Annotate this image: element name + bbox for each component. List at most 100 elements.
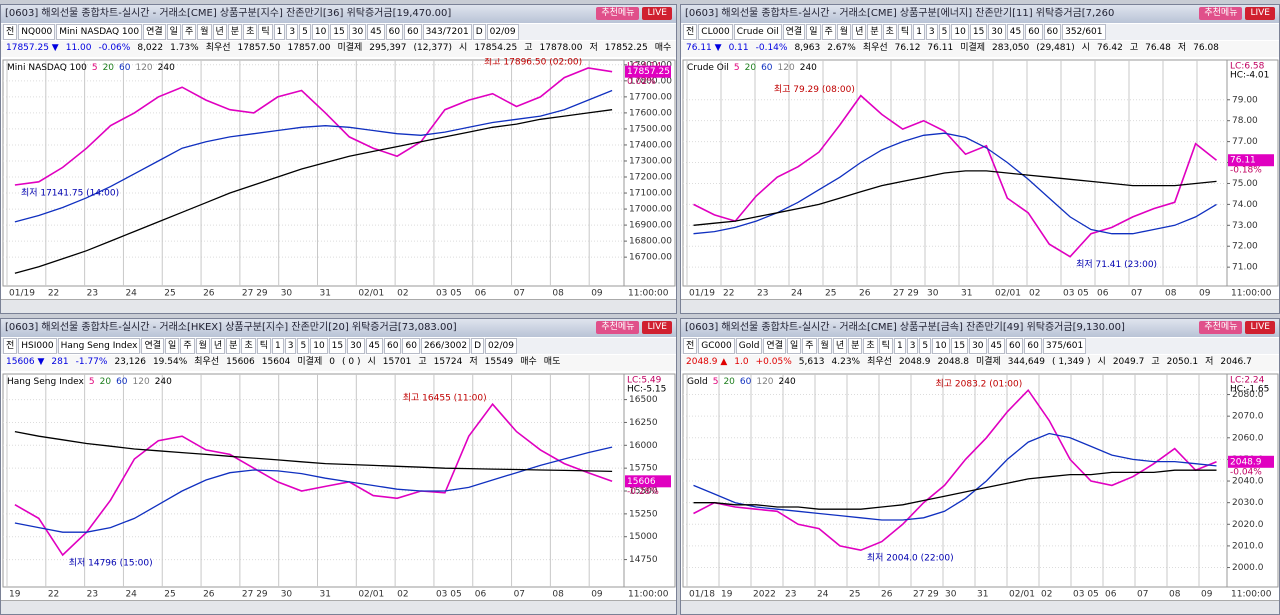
toolbar-item[interactable]: 5 bbox=[297, 338, 310, 354]
toolbar-item[interactable]: 월 bbox=[197, 24, 212, 40]
toolbar-item[interactable]: 343/7201 bbox=[422, 24, 472, 40]
toolbar-item[interactable]: 년 bbox=[832, 338, 848, 354]
toolbar-item[interactable]: 일 bbox=[166, 24, 181, 40]
toolbar-item[interactable]: 1 bbox=[893, 338, 906, 354]
toolbar-item[interactable]: 60 bbox=[1005, 338, 1024, 354]
toolbar-item[interactable]: 년 bbox=[852, 24, 867, 40]
x-tick-label: 06 bbox=[475, 289, 487, 299]
toolbar-item[interactable]: 3 bbox=[906, 338, 919, 354]
menu-button[interactable]: 추천메뉴 bbox=[1199, 7, 1243, 20]
toolbar-item[interactable]: D bbox=[472, 24, 486, 40]
toolbar-item[interactable]: 틱 bbox=[878, 338, 893, 354]
toolbar-item[interactable]: 5 bbox=[938, 24, 951, 40]
toolbar-item[interactable]: 틱 bbox=[897, 24, 913, 40]
live-button[interactable]: LIVE bbox=[642, 321, 672, 334]
menu-button[interactable]: 추천메뉴 bbox=[596, 321, 640, 334]
toolbar-item[interactable]: 분 bbox=[226, 338, 241, 354]
toolbar-item[interactable]: 60 bbox=[384, 338, 402, 354]
toolbar-item[interactable]: GC000 bbox=[698, 338, 735, 354]
toolbar-item[interactable]: 60 bbox=[404, 24, 422, 40]
toolbar-item[interactable]: 년 bbox=[210, 338, 226, 354]
toolbar-item[interactable]: 60 bbox=[402, 338, 420, 354]
toolbar-item[interactable]: 3 bbox=[284, 338, 297, 354]
toolbar-item[interactable]: 1 bbox=[913, 24, 925, 40]
legend: Hang Seng Index 5 20 60 120 240 bbox=[7, 377, 172, 387]
toolbar-item[interactable]: 10 bbox=[310, 338, 328, 354]
toolbar-item[interactable]: 주 bbox=[802, 338, 817, 354]
toolbar-item[interactable]: Mini NASDAQ 100 bbox=[56, 24, 143, 40]
toolbar-item[interactable]: 45 bbox=[367, 24, 385, 40]
toolbar-item[interactable]: 30 bbox=[988, 24, 1006, 40]
toolbar-item[interactable]: 전 bbox=[683, 338, 698, 354]
toolbar-item[interactable]: 연결 bbox=[143, 24, 166, 40]
toolbar-item[interactable]: 15 bbox=[328, 338, 347, 354]
toolbar-item[interactable]: D bbox=[471, 338, 484, 354]
toolbar-item[interactable]: 일 bbox=[786, 338, 802, 354]
toolbar-item[interactable]: 10 bbox=[932, 338, 950, 354]
toolbar-item[interactable]: 틱 bbox=[258, 24, 273, 40]
toolbar-item[interactable]: 30 bbox=[348, 24, 367, 40]
toolbar-item[interactable]: 주 bbox=[181, 24, 197, 40]
toolbar-item[interactable]: 주 bbox=[821, 24, 836, 40]
toolbar-item[interactable]: 02/09 bbox=[485, 338, 517, 354]
toolbar-item[interactable]: Gold bbox=[735, 338, 763, 354]
toolbar-item[interactable]: 375/601 bbox=[1042, 338, 1087, 354]
toolbar-item[interactable]: 60 bbox=[1025, 24, 1043, 40]
toolbar-item[interactable]: 전 bbox=[3, 24, 18, 40]
toolbar-item[interactable]: 전 bbox=[3, 338, 18, 354]
toolbar-item[interactable]: 전 bbox=[683, 24, 698, 40]
toolbar-item[interactable]: 266/3002 bbox=[420, 338, 471, 354]
live-button[interactable]: LIVE bbox=[642, 7, 672, 20]
toolbar-item[interactable]: 주 bbox=[180, 338, 195, 354]
toolbar-item[interactable]: 30 bbox=[347, 338, 365, 354]
toolbar-item[interactable]: Crude Oil bbox=[733, 24, 782, 40]
toolbar-item[interactable]: 월 bbox=[195, 338, 210, 354]
menu-button[interactable]: 추천메뉴 bbox=[1199, 321, 1243, 334]
toolbar-item[interactable]: 일 bbox=[165, 338, 180, 354]
live-button[interactable]: LIVE bbox=[1245, 321, 1275, 334]
toolbar-item[interactable]: 초 bbox=[243, 24, 258, 40]
toolbar-item[interactable]: 분 bbox=[867, 24, 882, 40]
toolbar-item[interactable]: 연결 bbox=[782, 24, 806, 40]
toolbar-item[interactable]: 1 bbox=[273, 24, 286, 40]
toolbar-item[interactable]: 초 bbox=[882, 24, 897, 40]
toolbar-item[interactable]: 3 bbox=[925, 24, 938, 40]
toolbar-item[interactable]: 5 bbox=[299, 24, 311, 40]
toolbar-item[interactable]: 연결 bbox=[763, 338, 786, 354]
toolbar-item[interactable]: 연결 bbox=[141, 338, 165, 354]
toolbar-item[interactable]: 45 bbox=[987, 338, 1005, 354]
toolbar-item[interactable]: 60 bbox=[1024, 338, 1042, 354]
toolbar-item[interactable]: 분 bbox=[227, 24, 243, 40]
toolbar-item[interactable]: 월 bbox=[817, 338, 832, 354]
menu-button[interactable]: 추천메뉴 bbox=[596, 7, 640, 20]
quote-item: 15724 bbox=[433, 357, 463, 367]
toolbar-item[interactable]: 일 bbox=[806, 24, 821, 40]
toolbar-item[interactable]: 10 bbox=[951, 24, 969, 40]
toolbar-item[interactable]: 15 bbox=[330, 24, 348, 40]
toolbar-item[interactable]: 초 bbox=[241, 338, 256, 354]
toolbar-item[interactable]: 352/601 bbox=[1062, 24, 1106, 40]
toolbar-item[interactable]: 30 bbox=[969, 338, 987, 354]
toolbar-item[interactable]: 10 bbox=[311, 24, 330, 40]
toolbar-item[interactable]: 1 bbox=[272, 338, 284, 354]
toolbar-item[interactable]: 02/09 bbox=[486, 24, 519, 40]
toolbar-item[interactable]: Hang Seng Index bbox=[57, 338, 141, 354]
x-tick-label: 27 29 bbox=[893, 289, 919, 299]
toolbar-item[interactable]: 년 bbox=[212, 24, 227, 40]
toolbar-item[interactable]: 45 bbox=[365, 338, 384, 354]
live-button[interactable]: LIVE bbox=[1245, 7, 1275, 20]
toolbar-item[interactable]: 3 bbox=[286, 24, 299, 40]
toolbar-item[interactable]: NQ000 bbox=[18, 24, 56, 40]
toolbar-item[interactable]: 월 bbox=[836, 24, 852, 40]
toolbar-item[interactable]: 15 bbox=[969, 24, 988, 40]
toolbar-item[interactable]: 5 bbox=[919, 338, 932, 354]
toolbar-item[interactable]: 60 bbox=[1043, 24, 1062, 40]
toolbar-item[interactable]: 45 bbox=[1006, 24, 1025, 40]
toolbar-item[interactable]: 틱 bbox=[256, 338, 272, 354]
toolbar-item[interactable]: 분 bbox=[848, 338, 863, 354]
toolbar-item[interactable]: HSI000 bbox=[18, 338, 57, 354]
toolbar-item[interactable]: 60 bbox=[385, 24, 404, 40]
toolbar-item[interactable]: 15 bbox=[950, 338, 969, 354]
toolbar-item[interactable]: 초 bbox=[863, 338, 878, 354]
toolbar-item[interactable]: CL000 bbox=[698, 24, 733, 40]
